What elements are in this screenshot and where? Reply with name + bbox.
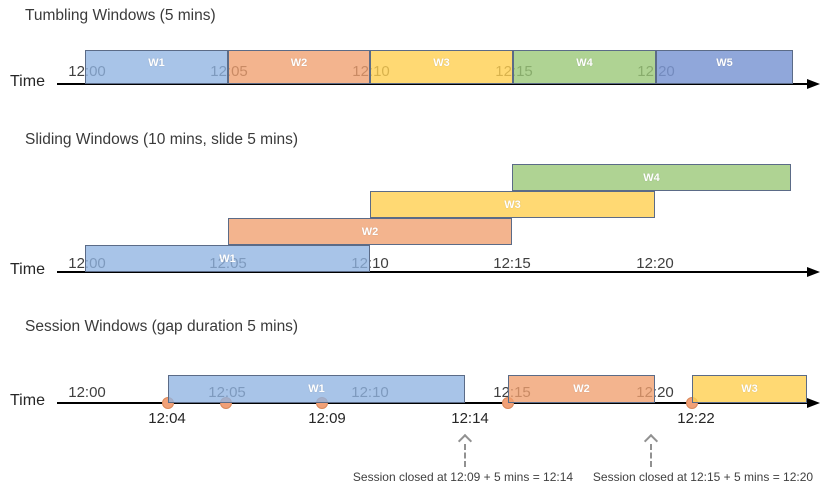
sliding-windows-timeline-arrowhead-icon: [807, 266, 820, 277]
session-windows-event-time-label: 12:09: [308, 410, 346, 427]
sliding-windows-window-w3: W3: [370, 191, 655, 218]
session-windows-window-w1: W1: [168, 375, 465, 403]
tumbling-windows-time-axis-label: Time: [10, 73, 45, 90]
tumbling-windows-window-w1: W1: [85, 50, 228, 84]
sliding-windows-window-w2: W2: [228, 218, 512, 245]
sliding-windows-window-w4: W4: [512, 164, 791, 191]
session-windows-tick-label: 12:00: [68, 384, 106, 401]
tumbling-windows-window-label: W5: [716, 57, 733, 69]
session-windows-timeline: [57, 402, 809, 404]
session-windows-window-label: W2: [573, 383, 590, 395]
tumbling-windows-window-w5: W5: [656, 50, 793, 84]
sliding-windows-time-axis-label: Time: [10, 261, 45, 278]
sliding-windows-window-w1: W1: [85, 245, 370, 272]
tumbling-windows-window-w2: W2: [228, 50, 370, 84]
tumbling-windows-window-label: W4: [576, 57, 593, 69]
sliding-windows-tick-label: 12:15: [493, 255, 531, 272]
session-windows-annotation-text: Session closed at 12:09 + 5 mins = 12:14: [352, 470, 574, 484]
session-windows-window-label: W1: [308, 383, 325, 395]
tumbling-windows-window-w3: W3: [370, 50, 513, 84]
session-windows-annotation-dashed-line: [650, 444, 652, 467]
sliding-windows-window-label: W3: [504, 198, 521, 211]
tumbling-windows-window-w4: W4: [513, 50, 656, 84]
session-windows-event-time-label: 12:22: [677, 410, 715, 427]
session-windows-window-label: W3: [741, 383, 758, 395]
session-windows-event-time-label: 12:04: [148, 410, 186, 427]
session-windows-title: Session Windows (gap duration 5 mins): [25, 318, 299, 335]
sliding-windows-window-label: W4: [643, 171, 660, 184]
session-windows-time-axis-label: Time: [10, 392, 45, 409]
session-windows-window-w2: W2: [508, 375, 655, 403]
session-windows-annotation-text: Session closed at 12:15 + 5 mins = 12:20: [592, 470, 814, 484]
session-windows-event-time-label: 12:14: [451, 410, 489, 427]
tumbling-windows-window-label: W3: [433, 57, 450, 69]
tumbling-windows-window-label: W1: [148, 57, 165, 69]
sliding-windows-window-label: W2: [361, 225, 379, 238]
tumbling-windows-timeline-arrowhead-icon: [807, 78, 820, 89]
sliding-windows-tick-label: 12:20: [636, 255, 674, 272]
sliding-windows-window-label: W1: [219, 252, 236, 265]
session-windows-annotation-dashed-line: [464, 444, 466, 467]
session-windows-window-w3: W3: [692, 375, 807, 403]
sliding-windows-title: Sliding Windows (10 mins, slide 5 mins): [25, 131, 299, 148]
tumbling-windows-title: Tumbling Windows (5 mins): [25, 7, 216, 24]
sliding-windows-timeline: [57, 271, 809, 273]
tumbling-windows-window-label: W2: [290, 57, 308, 69]
tumbling-windows-timeline: [57, 83, 809, 85]
session-windows-timeline-arrowhead-icon: [807, 397, 820, 408]
